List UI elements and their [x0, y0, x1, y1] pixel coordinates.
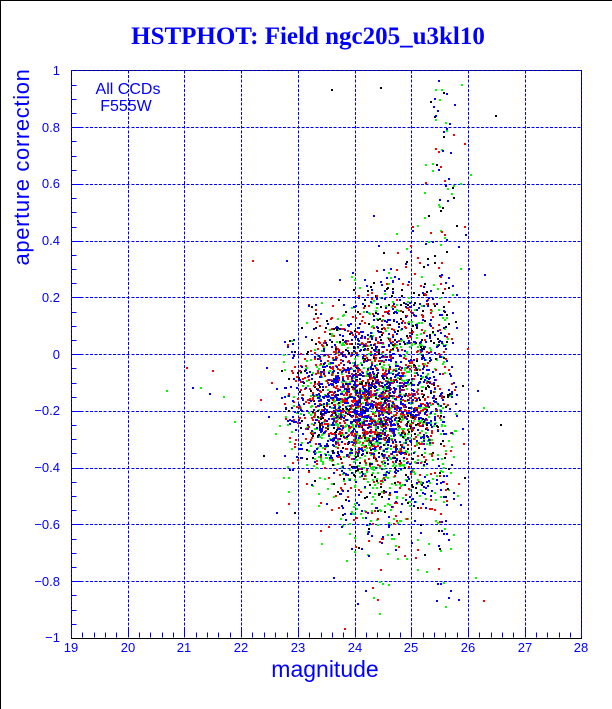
svg-text:0.8: 0.8: [42, 120, 60, 135]
svg-text:−0.2: −0.2: [34, 403, 60, 418]
svg-text:aperture correction: aperture correction: [9, 69, 34, 266]
svg-text:0.6: 0.6: [42, 176, 60, 191]
svg-text:0: 0: [53, 347, 60, 362]
svg-text:28: 28: [574, 640, 588, 655]
svg-text:−0.6: −0.6: [34, 517, 60, 532]
svg-text:19: 19: [64, 640, 78, 655]
svg-text:F555W: F555W: [100, 98, 152, 115]
svg-text:magnitude: magnitude: [271, 656, 378, 682]
svg-text:0.2: 0.2: [42, 290, 60, 305]
svg-text:25: 25: [404, 640, 418, 655]
svg-text:27: 27: [518, 640, 532, 655]
svg-text:−1: −1: [45, 630, 60, 645]
svg-text:23: 23: [291, 640, 305, 655]
svg-text:21: 21: [177, 640, 191, 655]
svg-text:26: 26: [461, 640, 475, 655]
svg-text:22: 22: [234, 640, 248, 655]
svg-text:0.4: 0.4: [42, 233, 60, 248]
svg-text:1: 1: [53, 63, 60, 78]
svg-text:HSTPHOT: Field ngc205_u3kl10: HSTPHOT: Field ngc205_u3kl10: [131, 23, 485, 50]
svg-text:All CCDs: All CCDs: [96, 81, 161, 98]
svg-text:−0.4: −0.4: [34, 460, 60, 475]
svg-text:24: 24: [348, 640, 362, 655]
svg-text:−0.8: −0.8: [34, 574, 60, 589]
svg-text:20: 20: [121, 640, 135, 655]
